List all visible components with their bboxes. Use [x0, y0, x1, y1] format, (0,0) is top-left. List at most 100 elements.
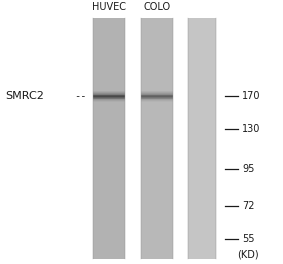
Bar: [188, 220, 216, 221]
Bar: [188, 106, 216, 107]
Bar: [188, 194, 216, 195]
Bar: [93, 206, 125, 208]
Bar: [141, 154, 173, 155]
Bar: [93, 176, 125, 177]
Bar: [188, 136, 216, 137]
Bar: [188, 154, 216, 155]
Bar: [141, 234, 173, 235]
Bar: [93, 201, 125, 202]
Bar: [188, 114, 216, 115]
Bar: [188, 227, 216, 228]
Bar: [93, 240, 125, 241]
Bar: [141, 71, 173, 72]
Bar: [188, 207, 216, 208]
Bar: [93, 239, 125, 240]
Bar: [188, 27, 216, 28]
Bar: [93, 138, 125, 139]
Bar: [141, 44, 173, 45]
Bar: [188, 105, 216, 106]
Bar: [188, 227, 216, 228]
Bar: [141, 186, 173, 187]
Bar: [188, 178, 216, 180]
Bar: [141, 121, 173, 122]
Bar: [141, 22, 173, 23]
Bar: [141, 199, 173, 200]
Bar: [93, 45, 125, 46]
Bar: [188, 37, 216, 39]
Bar: [188, 29, 216, 30]
Bar: [141, 81, 173, 82]
Bar: [93, 182, 125, 183]
Bar: [188, 238, 216, 239]
Bar: [141, 254, 173, 256]
Bar: [141, 108, 173, 109]
Bar: [93, 102, 125, 103]
Bar: [93, 92, 125, 93]
Bar: [93, 186, 125, 187]
Bar: [188, 49, 216, 50]
Bar: [141, 34, 173, 35]
Bar: [93, 195, 125, 196]
Bar: [93, 193, 125, 194]
Bar: [188, 18, 216, 19]
Bar: [141, 167, 173, 168]
Bar: [188, 107, 216, 108]
Bar: [141, 137, 173, 138]
Bar: [188, 68, 216, 69]
Bar: [188, 183, 216, 184]
Bar: [141, 106, 173, 107]
Bar: [93, 209, 125, 210]
Bar: [141, 99, 173, 100]
Bar: [188, 228, 216, 229]
Bar: [93, 73, 125, 74]
Bar: [141, 65, 173, 67]
Bar: [93, 242, 125, 243]
Bar: [93, 122, 125, 123]
Bar: [141, 176, 173, 177]
Bar: [93, 197, 125, 198]
Bar: [188, 34, 216, 35]
Bar: [141, 76, 173, 77]
Bar: [141, 196, 173, 197]
Bar: [141, 182, 173, 183]
Bar: [141, 233, 173, 234]
Bar: [141, 207, 173, 208]
Bar: [141, 165, 173, 166]
Bar: [188, 96, 216, 97]
Bar: [188, 151, 216, 152]
Bar: [141, 230, 173, 232]
Bar: [141, 168, 173, 169]
Bar: [93, 254, 125, 255]
Bar: [188, 130, 216, 131]
Bar: [93, 62, 125, 63]
Bar: [141, 178, 173, 179]
Bar: [93, 41, 125, 42]
Bar: [188, 117, 216, 118]
Bar: [188, 40, 216, 41]
Bar: [93, 39, 125, 40]
Bar: [141, 242, 173, 243]
Bar: [141, 215, 173, 216]
Bar: [93, 156, 125, 157]
Bar: [93, 247, 125, 248]
Bar: [188, 247, 216, 248]
Bar: [93, 154, 125, 155]
Bar: [188, 90, 216, 91]
Bar: [188, 233, 216, 234]
Bar: [93, 182, 125, 183]
Bar: [188, 133, 216, 134]
Bar: [93, 132, 125, 133]
Bar: [93, 232, 125, 233]
Bar: [141, 130, 173, 131]
Bar: [93, 97, 125, 98]
Bar: [141, 102, 173, 103]
Bar: [188, 232, 216, 233]
Bar: [93, 223, 125, 224]
Bar: [188, 155, 216, 156]
Bar: [188, 217, 216, 218]
Bar: [141, 83, 173, 84]
Bar: [141, 19, 173, 20]
Bar: [93, 217, 125, 218]
Bar: [188, 172, 216, 173]
Bar: [93, 96, 125, 97]
